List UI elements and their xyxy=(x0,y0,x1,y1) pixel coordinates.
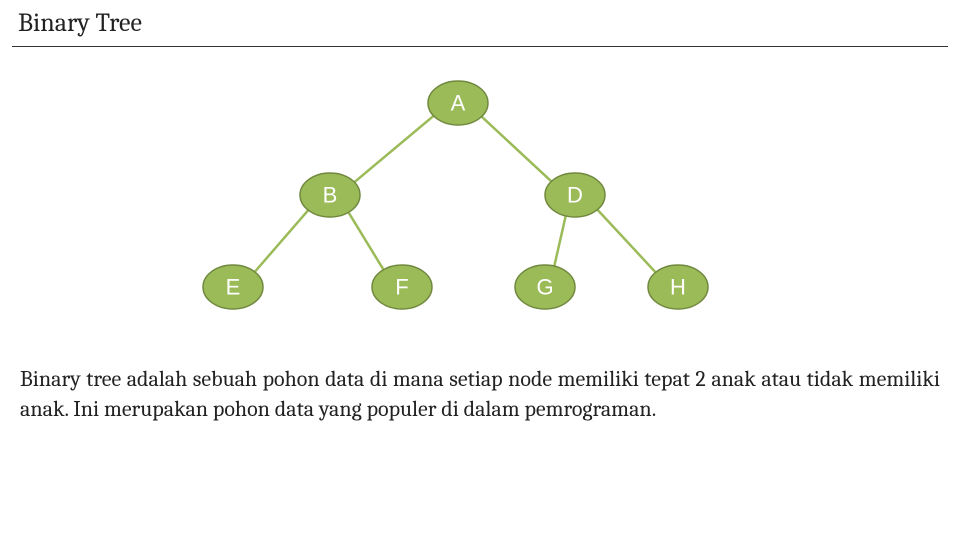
tree-edge xyxy=(554,216,565,266)
tree-svg: A B D E F G H xyxy=(0,55,960,345)
tree-edge xyxy=(482,117,552,182)
tree-node-label: G xyxy=(536,275,553,300)
description-text: Binary tree adalah sebuah pohon data di … xyxy=(20,365,940,424)
tree-edge xyxy=(597,210,655,273)
tree-node-e: E xyxy=(203,265,263,309)
tree-node-h: H xyxy=(648,265,708,309)
tree-node-label: F xyxy=(395,275,408,300)
tree-diagram: A B D E F G H xyxy=(0,55,960,345)
tree-node-f: F xyxy=(372,265,432,309)
tree-node-label: E xyxy=(226,275,241,300)
page-title: Binary Tree xyxy=(18,8,142,38)
title-rule xyxy=(12,46,948,47)
tree-node-d: D xyxy=(545,173,605,217)
tree-node-label: D xyxy=(567,183,583,208)
tree-edge xyxy=(255,210,308,272)
tree-node-label: B xyxy=(323,183,338,208)
tree-node-b: B xyxy=(300,173,360,217)
slide: Binary Tree A B D E F G H Binary tree adalah s… xyxy=(0,0,960,540)
tree-node-g: G xyxy=(515,265,575,309)
tree-node-a: A xyxy=(428,81,488,125)
tree-node-label: A xyxy=(451,91,466,116)
tree-edge xyxy=(348,212,383,269)
tree-node-label: H xyxy=(670,275,686,300)
tree-edge xyxy=(354,116,433,182)
